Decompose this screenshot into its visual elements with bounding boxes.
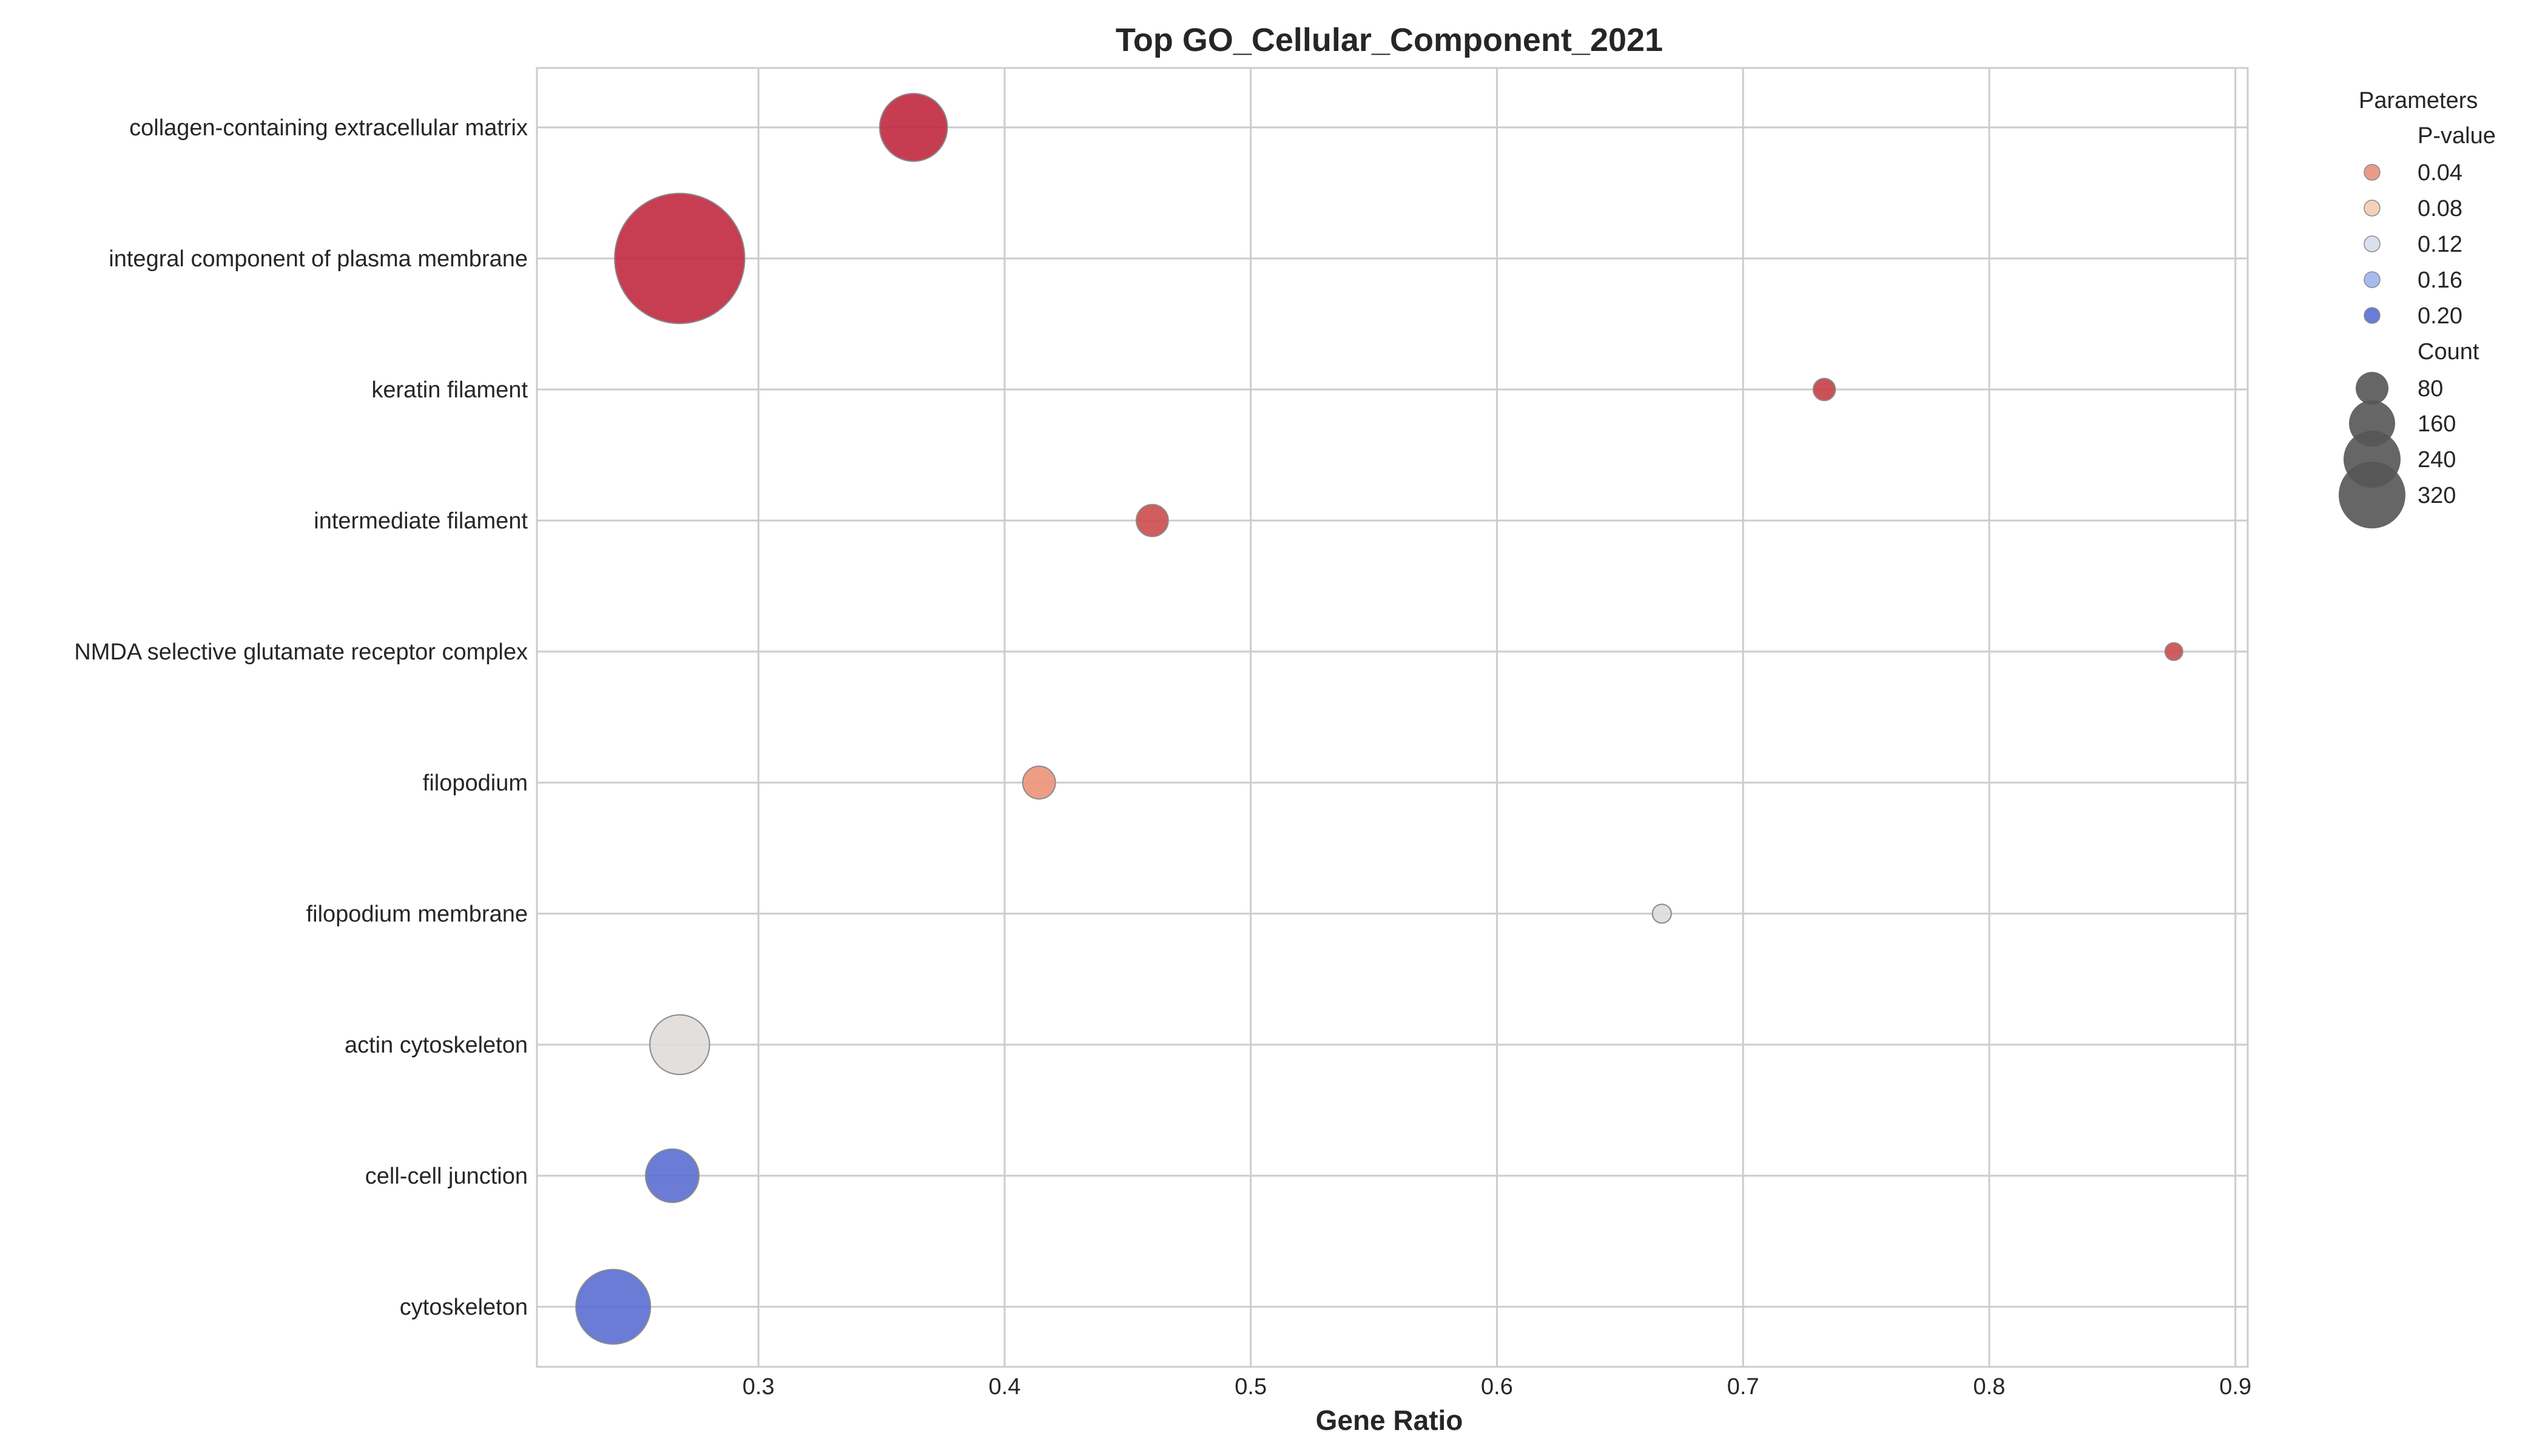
data-point bbox=[1651, 903, 1672, 924]
legend: Parameters P-value 0.04 0.08 0.12 0.16 0.20 Cou… bbox=[2339, 88, 2496, 528]
x-tick-label: 0.3 bbox=[743, 1374, 775, 1400]
legend-color-marker bbox=[2364, 307, 2381, 324]
legend-color-marker bbox=[2364, 235, 2381, 252]
chart-title: Top GO_Cellular_Component_2021 bbox=[1116, 22, 1663, 58]
y-tick-label: collagen-containing extracellular matrix bbox=[129, 115, 528, 141]
data-point bbox=[575, 1269, 652, 1345]
y-tick-label: cell-cell junction bbox=[365, 1164, 528, 1189]
x-tick-label: 0.5 bbox=[1235, 1374, 1267, 1400]
legend-color-label: 0.04 bbox=[2418, 160, 2462, 186]
legend-header: Parameters bbox=[2359, 88, 2478, 113]
data-point bbox=[878, 93, 948, 162]
data-point bbox=[1812, 377, 1836, 402]
legend-size-label: 80 bbox=[2418, 376, 2443, 402]
x-tick-label: 0.8 bbox=[1973, 1374, 2006, 1400]
legend-color-label: 0.16 bbox=[2418, 268, 2462, 293]
legend-size-marker bbox=[2339, 462, 2405, 528]
legend-size-title: Count bbox=[2418, 339, 2479, 365]
y-tick-label: intermediate filament bbox=[314, 508, 528, 534]
data-point bbox=[1136, 504, 1169, 538]
legend-color-marker bbox=[2364, 271, 2381, 288]
x-tick-label: 0.4 bbox=[989, 1374, 1021, 1400]
x-tick-label: 0.9 bbox=[2219, 1374, 2251, 1400]
y-tick-label: NMDA selective glutamate receptor comple… bbox=[74, 639, 528, 665]
y-tick-label: filopodium bbox=[423, 770, 528, 796]
x-axis-ticks: 0.3 0.4 0.5 0.6 0.7 0.8 0.9 bbox=[743, 1374, 2251, 1400]
y-tick-label: filopodium membrane bbox=[306, 902, 528, 927]
legend-color-label: 0.20 bbox=[2418, 303, 2462, 329]
x-axis-title: Gene Ratio bbox=[1316, 1404, 1463, 1436]
data-point bbox=[649, 1014, 710, 1076]
legend-color-marker bbox=[2364, 200, 2381, 217]
data-point bbox=[2164, 642, 2183, 661]
legend-size-label: 320 bbox=[2418, 483, 2456, 508]
data-point bbox=[614, 192, 746, 325]
legend-color-label: 0.12 bbox=[2418, 232, 2462, 257]
legend-color-marker bbox=[2364, 164, 2381, 181]
y-axis-ticks: collagen-containing extracellular matrix… bbox=[74, 115, 528, 1320]
y-tick-label: actin cytoskeleton bbox=[345, 1033, 528, 1058]
y-tick-label: cytoskeleton bbox=[400, 1295, 528, 1320]
x-tick-label: 0.7 bbox=[1727, 1374, 1759, 1400]
legend-color-label: 0.08 bbox=[2418, 196, 2462, 221]
y-tick-label: integral component of plasma membrane bbox=[109, 246, 528, 272]
data-points bbox=[575, 93, 2183, 1345]
grid-lines bbox=[537, 68, 2248, 1367]
legend-size-label: 240 bbox=[2418, 447, 2456, 473]
y-tick-label: keratin filament bbox=[371, 377, 528, 403]
legend-size-marker bbox=[2356, 372, 2388, 405]
legend-size-label: 160 bbox=[2418, 411, 2456, 437]
plot-frame bbox=[536, 67, 2249, 1368]
legend-color-title: P-value bbox=[2418, 123, 2496, 149]
x-tick-label: 0.6 bbox=[1481, 1374, 1513, 1400]
data-point bbox=[1022, 766, 1056, 800]
data-point bbox=[645, 1148, 700, 1203]
